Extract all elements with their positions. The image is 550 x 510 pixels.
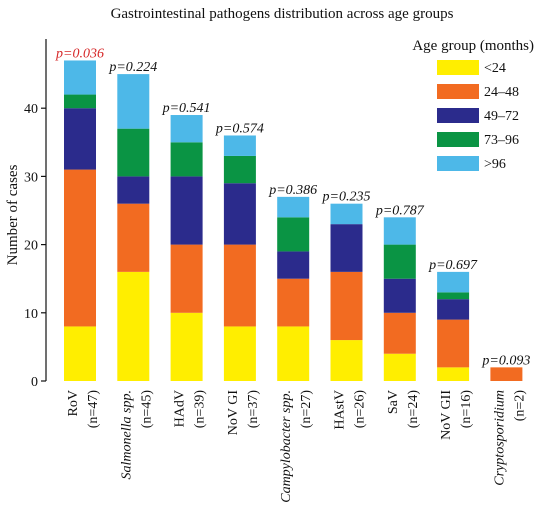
x-category-count: (n=37) bbox=[246, 390, 261, 429]
y-tick-label: 10 bbox=[24, 307, 38, 322]
p-value-label: p=0.093 bbox=[481, 353, 530, 368]
legend-label: 73–96 bbox=[484, 133, 519, 148]
p-value-label: p=0.224 bbox=[108, 60, 157, 75]
bar-segment bbox=[223, 326, 256, 381]
bar-segment bbox=[277, 217, 310, 252]
bar-segment bbox=[277, 196, 310, 218]
p-value-label: p=0.235 bbox=[322, 190, 371, 205]
bar-segment bbox=[117, 203, 150, 272]
x-category-label: Salmonella spp. bbox=[119, 390, 134, 479]
bar-segment bbox=[330, 224, 363, 272]
bar-segment bbox=[383, 217, 416, 245]
y-tick-label: 0 bbox=[31, 375, 38, 390]
legend-swatch bbox=[437, 84, 479, 99]
x-category-label: SaV bbox=[386, 390, 401, 414]
bar-segment bbox=[223, 135, 256, 156]
bar-segment bbox=[223, 244, 256, 327]
bar-segment bbox=[490, 367, 523, 381]
bar-segment bbox=[170, 244, 203, 313]
y-tick-label: 20 bbox=[24, 239, 38, 254]
bar-segment bbox=[330, 340, 363, 381]
bar-segment bbox=[437, 271, 470, 293]
x-category-label: NoV GI bbox=[226, 390, 241, 436]
bar-segment bbox=[170, 176, 203, 245]
p-value-labels: p=0.036 p=0.224 p=0.541 p=0.574 p=0.386 p=0.2… bbox=[55, 46, 530, 368]
x-category-count: (n=47) bbox=[86, 390, 101, 429]
bar-segment bbox=[383, 312, 416, 354]
legend-label: 24–48 bbox=[484, 85, 519, 100]
bar-segment bbox=[437, 319, 470, 368]
x-category-label: NoV GII bbox=[439, 390, 454, 440]
y-tick-label: 30 bbox=[24, 170, 38, 185]
legend-title: Age group (months) bbox=[412, 38, 534, 54]
bar-segment bbox=[64, 60, 96, 95]
bar-segment bbox=[383, 353, 416, 381]
bar-segment bbox=[437, 292, 470, 300]
p-value-label: p=0.036 bbox=[55, 46, 104, 61]
bar-segment bbox=[170, 312, 203, 381]
x-category-label: RoV bbox=[66, 390, 81, 416]
bar-segment bbox=[223, 155, 256, 184]
legend: Age group (months) <24 24–48 49–72 73–96 >96 bbox=[412, 38, 534, 172]
bar-segment bbox=[383, 244, 416, 279]
bar-segment bbox=[170, 115, 203, 143]
bar-segment bbox=[117, 176, 150, 204]
bar-segment bbox=[170, 142, 203, 177]
p-value-label: p=0.697 bbox=[428, 258, 478, 273]
x-category-count: (n=27) bbox=[299, 390, 314, 429]
bar-segment bbox=[117, 74, 150, 129]
bar-segment bbox=[383, 278, 416, 313]
y-tick-label: 40 bbox=[24, 102, 38, 117]
p-value-label: p=0.386 bbox=[268, 183, 317, 198]
p-value-label: p=0.787 bbox=[375, 203, 425, 218]
p-value-label: p=0.541 bbox=[162, 101, 211, 116]
bar-segment bbox=[330, 203, 363, 225]
y-axis: 0 10 20 30 40 bbox=[24, 39, 47, 390]
bar-segment bbox=[64, 94, 96, 109]
x-category-count: (n=2) bbox=[512, 390, 527, 422]
legend-label: >96 bbox=[484, 157, 506, 172]
bars bbox=[64, 60, 523, 381]
bar-segment bbox=[277, 326, 310, 381]
bar-segment bbox=[437, 299, 470, 320]
y-axis-label: Number of cases bbox=[5, 164, 21, 265]
x-category-count: (n=45) bbox=[139, 390, 154, 429]
bar-segment bbox=[64, 169, 96, 327]
x-category-label: HAstV bbox=[333, 390, 348, 430]
bar-segment bbox=[437, 367, 470, 381]
bar-segment bbox=[277, 278, 310, 327]
bar-segment bbox=[64, 326, 96, 381]
x-category-label: Cryptosporidium bbox=[492, 390, 507, 486]
p-value-label: p=0.574 bbox=[215, 121, 264, 136]
bar-segment bbox=[330, 271, 363, 341]
legend-label: 49–72 bbox=[484, 109, 519, 124]
x-category-count: (n=24) bbox=[406, 390, 421, 429]
bar-segment bbox=[277, 251, 310, 279]
chart-title: Gastrointestinal pathogens distribution … bbox=[111, 6, 454, 22]
x-category-count: (n=16) bbox=[459, 390, 474, 429]
x-axis-labels: RoV (n=47) Salmonella spp. (n=45) HAdV (n=39)… bbox=[66, 390, 527, 503]
bar-segment bbox=[223, 183, 256, 245]
x-category-count: (n=26) bbox=[353, 390, 368, 429]
legend-swatch bbox=[437, 60, 479, 75]
legend-swatch bbox=[437, 156, 479, 171]
x-category-label: Campylobacter spp. bbox=[279, 390, 294, 503]
legend-swatch bbox=[437, 132, 479, 147]
legend-label: <24 bbox=[484, 61, 506, 76]
x-category-count: (n=39) bbox=[193, 390, 208, 429]
bar-segment bbox=[117, 271, 150, 381]
legend-swatch bbox=[437, 108, 479, 123]
x-category-label: HAdV bbox=[173, 390, 188, 427]
bar-segment bbox=[64, 108, 96, 170]
bar-segment bbox=[117, 128, 150, 177]
